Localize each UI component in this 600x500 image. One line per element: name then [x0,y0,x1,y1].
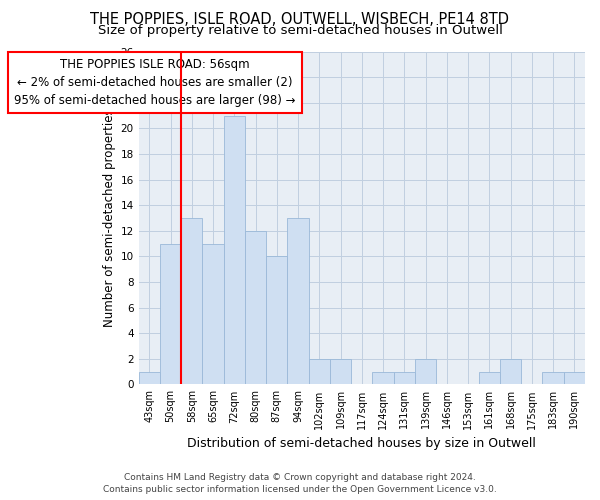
Bar [160,244,181,384]
Bar [181,218,202,384]
Bar [373,372,394,384]
Text: Size of property relative to semi-detached houses in Outwell: Size of property relative to semi-detach… [98,24,502,37]
Text: THE POPPIES, ISLE ROAD, OUTWELL, WISBECH, PE14 8TD: THE POPPIES, ISLE ROAD, OUTWELL, WISBECH… [91,12,509,28]
Bar [500,359,521,384]
Bar [394,372,415,384]
X-axis label: Distribution of semi-detached houses by size in Outwell: Distribution of semi-detached houses by … [187,437,536,450]
Text: THE POPPIES ISLE ROAD: 56sqm
← 2% of semi-detached houses are smaller (2)
95% of: THE POPPIES ISLE ROAD: 56sqm ← 2% of sem… [14,58,296,107]
Bar [330,359,351,384]
Text: Contains HM Land Registry data © Crown copyright and database right 2024.
Contai: Contains HM Land Registry data © Crown c… [103,472,497,494]
Bar [266,256,287,384]
Bar [309,359,330,384]
Bar [542,372,564,384]
Bar [564,372,585,384]
Bar [415,359,436,384]
Bar [479,372,500,384]
Bar [245,231,266,384]
Bar [287,218,309,384]
Y-axis label: Number of semi-detached properties: Number of semi-detached properties [103,108,116,328]
Bar [202,244,224,384]
Bar [224,116,245,384]
Bar [139,372,160,384]
